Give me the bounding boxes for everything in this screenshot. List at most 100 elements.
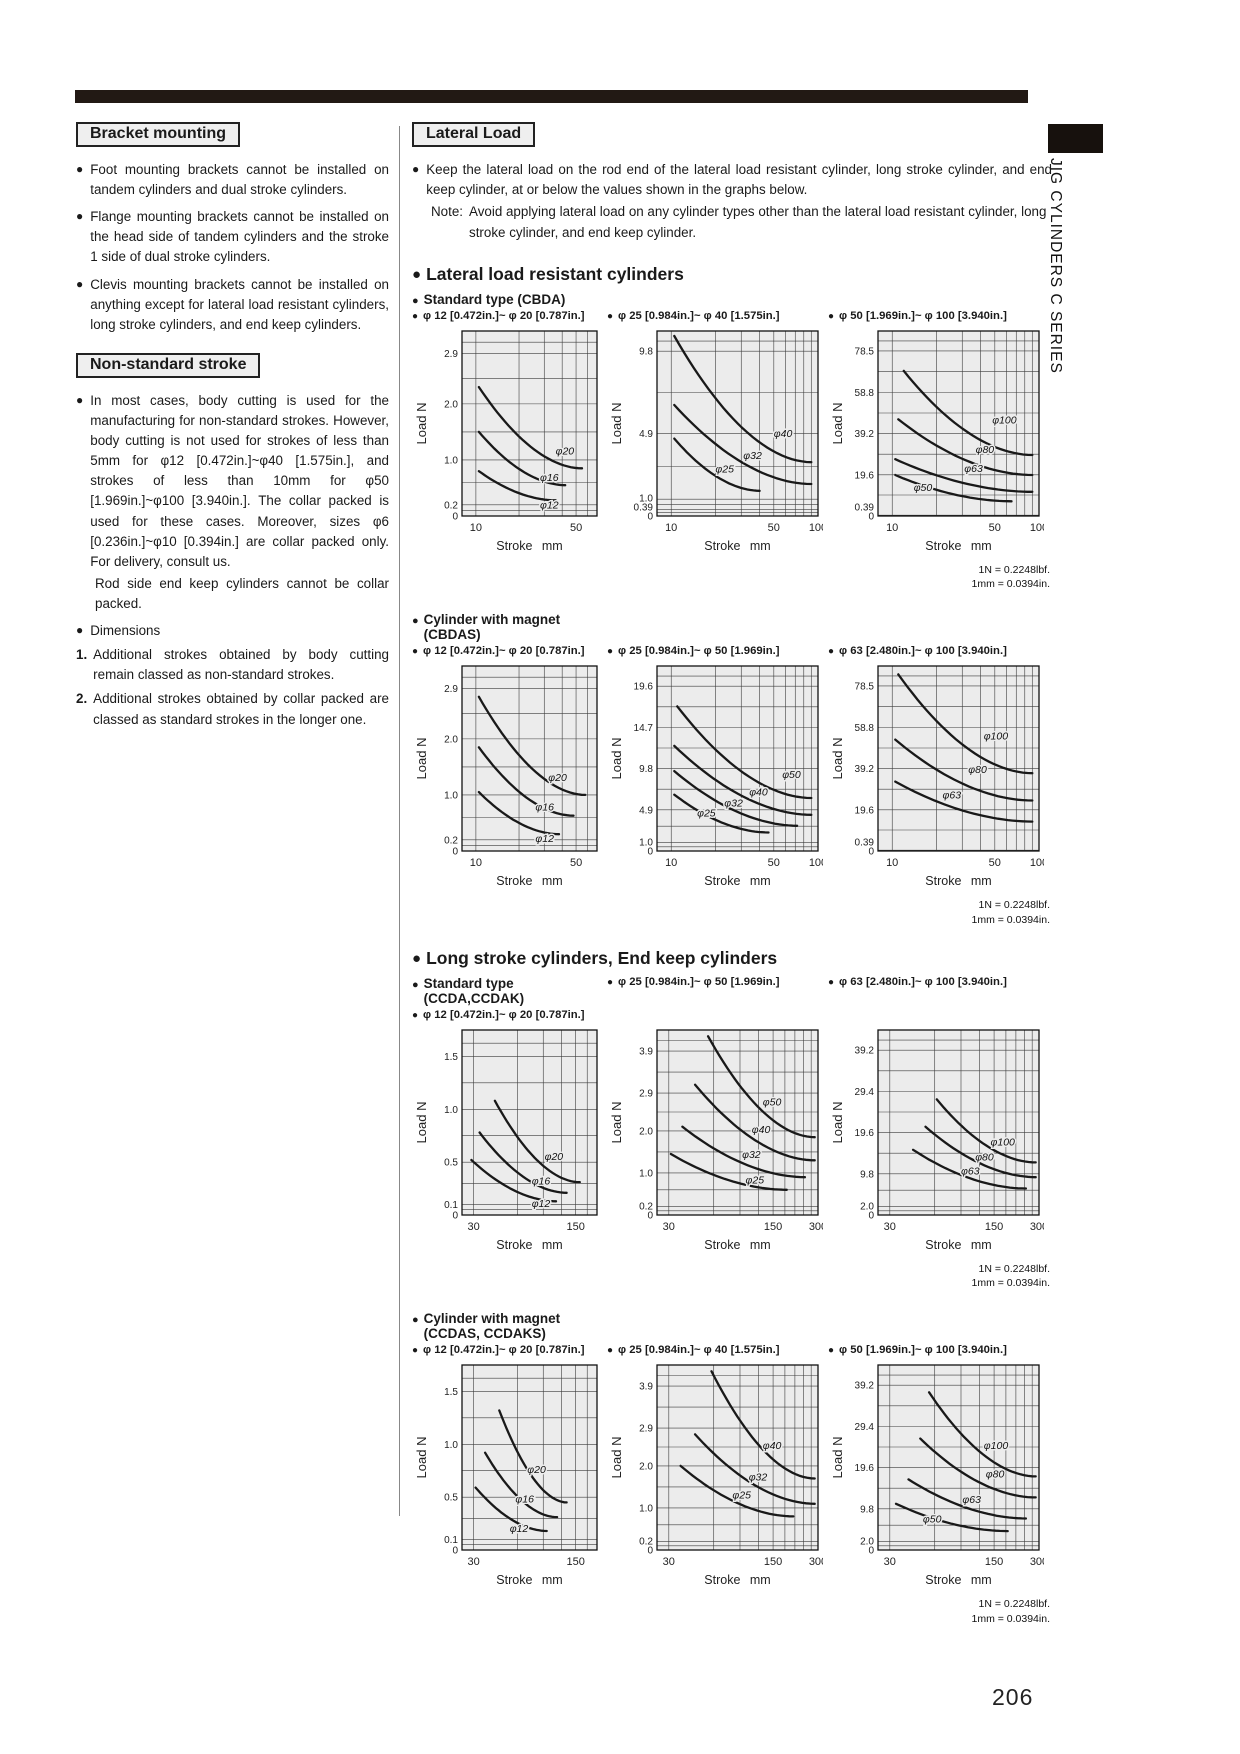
bullet-icon: ● (607, 1344, 614, 1356)
svg-text:Stroke mm: Stroke mm (925, 539, 991, 553)
svg-text:50: 50 (570, 522, 582, 534)
svg-text:φ20: φ20 (527, 1464, 546, 1476)
svg-text:10: 10 (470, 857, 482, 869)
svg-text:9.8: 9.8 (860, 1169, 874, 1180)
conversion-line: 1N = 0.2248lbf. (978, 563, 1050, 576)
svg-text:2.0: 2.0 (444, 735, 458, 746)
svg-text:39.2: 39.2 (855, 429, 875, 440)
chart-cbda-50-100: φ100 φ80 φ63 φ50 00.39 19.6 39.2 58.8 78.5 10 50 10… (830, 330, 1048, 553)
chart-ccda-12-20: φ20 φ16 φ12 00.1 0.5 1.0 1.5 30 150 Load N Stroke … (414, 1028, 598, 1252)
svg-text:10: 10 (665, 522, 677, 534)
bore-range-label: ● φ 12 [0.472in.]~ φ 20 [0.787in.] (412, 1344, 602, 1356)
bullet-text: Dimensions (90, 623, 161, 639)
bullet-icon: ● (828, 1344, 835, 1356)
svg-text:14.7: 14.7 (634, 723, 654, 734)
section-title-non-standard-stroke: Non-standard stroke (76, 352, 261, 378)
left-column: Bracket mounting ● Foot mounting brackets… (76, 122, 389, 748)
svg-text:φ20: φ20 (545, 1151, 564, 1163)
svg-text:0.2: 0.2 (639, 1201, 653, 1212)
chart-ccda-63-100: φ100 φ80 φ63 02.0 9.8 19.6 29.4 39.2 30 150 300 Loa… (830, 1028, 1048, 1252)
svg-text:4.9: 4.9 (639, 805, 653, 816)
svg-text:Load N: Load N (414, 1436, 429, 1478)
bore-range-label: ● φ 63 [2.480in.]~ φ 100 [3.940in.] (828, 976, 1044, 988)
chart-label-row: ● Cylinder with magnet (CBDAS) (412, 612, 1052, 642)
chart-row: φ20 φ16 φ12 0 0.2 1.0 2.0 2.9 10 50 Load N Stroke m… (412, 325, 1052, 560)
svg-text:φ40: φ40 (749, 787, 768, 799)
chart-label-row: ● φ 12 [0.472in.]~ φ 20 [0.787in.] ● φ 25 [… (412, 310, 1052, 322)
chart-cell: φ20 φ16 φ12 0 0.1 0.5 1.0 1.5 30 150 Load N Stroke … (412, 1359, 602, 1594)
bracket-mounting-bullets: ● Foot mounting brackets cannot be instal… (76, 160, 389, 335)
svg-text:1.5: 1.5 (444, 1051, 458, 1062)
bullet-icon: ● (412, 294, 419, 307)
svg-text:0: 0 (452, 847, 458, 858)
item-text: Additional strokes obtained by collar pa… (93, 691, 389, 727)
svg-text:0.1: 0.1 (444, 1199, 458, 1210)
svg-text:58.8: 58.8 (855, 723, 875, 734)
conversion-line: 1mm = 0.0394in. (971, 1277, 1050, 1290)
svg-text:19.6: 19.6 (634, 682, 654, 693)
svg-text:φ80: φ80 (975, 1151, 994, 1163)
svg-text:150: 150 (764, 1221, 782, 1233)
label-cell: ● φ 25 [0.984in.]~ φ 50 [1.969in.] (607, 976, 823, 1006)
label-text: φ 12 [0.472in.]~ φ 20 [0.787in.] (423, 1008, 585, 1021)
conversion-line: 1mm = 0.0394in. (971, 578, 1050, 591)
svg-text:10: 10 (886, 857, 898, 869)
svg-text:φ16: φ16 (540, 472, 559, 484)
svg-text:0: 0 (647, 1210, 653, 1221)
svg-text:Load N: Load N (830, 402, 845, 444)
svg-text:100: 100 (809, 857, 823, 869)
bullet-icon: ● (607, 976, 614, 988)
svg-text:φ40: φ40 (763, 1440, 782, 1452)
bore-range-label: ● φ 25 [0.984in.]~ φ 50 [1.969in.] (607, 645, 823, 657)
chart-row: φ20 φ16 φ12 0 0.1 0.5 1.0 1.5 30 150 Load N Stroke … (412, 1359, 1052, 1594)
section-non-standard-stroke: Non-standard stroke ● In most cases, body… (76, 352, 389, 730)
section-title-bracket-mounting: Bracket mounting (76, 122, 241, 147)
svg-text:1.0: 1.0 (639, 1503, 653, 1514)
chart-subheading: ● Cylinder with magnet (CCDAS, CCDAKS) (412, 1311, 602, 1341)
bore-range-label: ● φ 12 [0.472in.]~ φ 20 [0.787in.] (412, 1009, 602, 1021)
conversion-line: 1mm = 0.0394in. (971, 913, 1050, 926)
chart-group-2: ● Cylinder with magnet (CBDAS) ● φ 12 [0.47… (412, 612, 1052, 927)
chart-cell: φ40 φ32 φ25 00.391.0 4.9 9.8 10 50 100 Load N Stro… (607, 325, 827, 560)
svg-text:150: 150 (567, 1556, 585, 1568)
svg-text:φ63: φ63 (961, 1165, 980, 1177)
svg-text:φ16: φ16 (532, 1175, 551, 1187)
conversion-line: 1N = 0.2248lbf. (978, 1597, 1050, 1610)
svg-text:Stroke mm: Stroke mm (704, 539, 770, 553)
svg-text:9.8: 9.8 (860, 1504, 874, 1515)
label-cell: ● φ 12 [0.472in.]~ φ 20 [0.787in.] (412, 1009, 602, 1021)
svg-text:150: 150 (985, 1221, 1003, 1233)
chart-ccda-25-50: φ50 φ40 φ32 φ25 00.2 1.0 2.0 2.9 3.9 30 150 300 Load… (609, 1028, 827, 1252)
label-cell (828, 1311, 1044, 1341)
svg-text:300: 300 (1030, 1221, 1044, 1233)
svg-text:φ80: φ80 (986, 1468, 1005, 1480)
svg-text:Stroke mm: Stroke mm (925, 1573, 991, 1587)
label-cell: ● φ 25 [0.984in.]~ φ 40 [1.575in.] (607, 310, 823, 322)
svg-text:2.0: 2.0 (860, 1536, 874, 1547)
svg-text:φ100: φ100 (991, 1136, 1016, 1148)
chart-cell: φ100 φ80 φ63 φ50 0 0.39 19.6 39.2 58.8 78.5 10 50 10… (828, 325, 1048, 560)
svg-text:0.39: 0.39 (634, 502, 654, 513)
label-cell: ● φ 63 [2.480in.]~ φ 100 [3.940in.] (828, 976, 1044, 1006)
chart-label-row: ● φ 12 [0.472in.]~ φ 20 [0.787in.] ● φ 25 [… (412, 645, 1052, 657)
chart-cell: φ20 φ16 φ12 0 0.2 1.0 2.0 2.9 10 50 Load N Stroke m… (412, 660, 602, 895)
svg-text:φ25: φ25 (732, 1490, 751, 1502)
svg-text:0: 0 (452, 511, 458, 522)
top-rule-bar (75, 90, 1028, 103)
svg-text:Stroke mm: Stroke mm (496, 1238, 562, 1252)
svg-text:19.6: 19.6 (855, 805, 875, 816)
right-column: Lateral Load ● Keep the lateral load on … (412, 122, 1052, 1626)
svg-text:0: 0 (452, 1545, 458, 1556)
label-text: φ 25 [0.984in.]~ φ 50 [1.969in.] (618, 975, 780, 988)
svg-text:10: 10 (665, 857, 677, 869)
chart-group-4: ● Cylinder with magnet (CCDAS, CCDAKS) ● φ … (412, 1311, 1052, 1626)
svg-text:19.6: 19.6 (855, 1463, 875, 1474)
label-cell (607, 292, 823, 307)
svg-text:300: 300 (809, 1556, 823, 1568)
svg-text:39.2: 39.2 (855, 1045, 875, 1056)
unit-conversion-note: 1N = 0.2248lbf. 1mm = 0.0394in. (412, 1597, 1052, 1626)
svg-text:30: 30 (663, 1556, 675, 1568)
svg-text:30: 30 (467, 1556, 479, 1568)
item-number: 1. (76, 647, 88, 663)
svg-text:φ40: φ40 (774, 428, 793, 440)
